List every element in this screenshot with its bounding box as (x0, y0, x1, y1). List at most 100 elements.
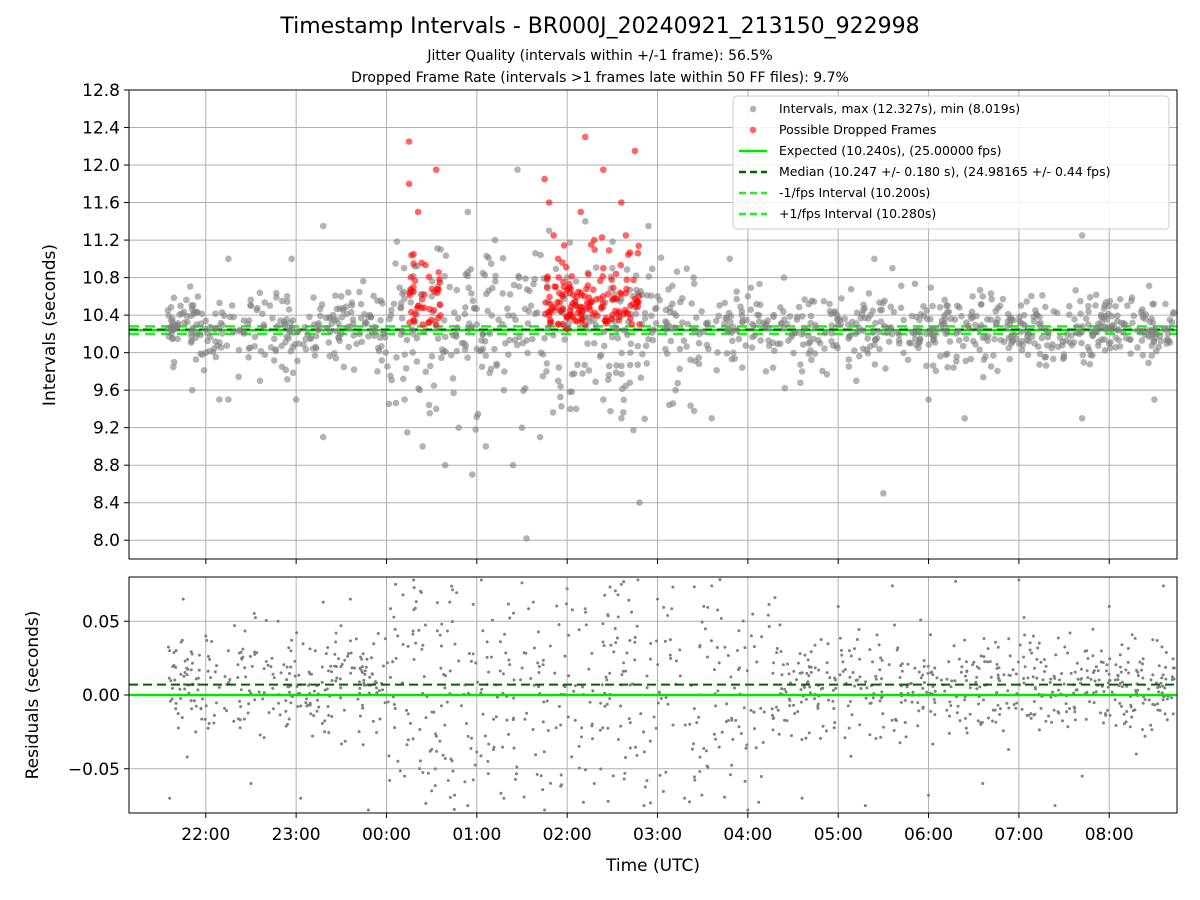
residual-point (359, 668, 363, 672)
interval-point (1114, 317, 1121, 325)
interval-point (600, 396, 607, 403)
residual-point (285, 722, 289, 726)
residual-point (406, 738, 410, 742)
residual-point (411, 629, 415, 633)
top-y-tick-label: 10.8 (82, 269, 120, 289)
interval-point (618, 370, 625, 378)
residual-point (485, 640, 489, 644)
interval-point (390, 300, 398, 308)
interval-point (487, 260, 495, 268)
residual-point (911, 690, 915, 694)
interval-point (645, 273, 653, 280)
residual-point (772, 716, 776, 720)
residual-point (201, 697, 205, 701)
residual-point (481, 712, 485, 716)
residual-point (272, 676, 276, 680)
interval-point (846, 332, 854, 339)
residual-point (963, 638, 967, 642)
residual-point (196, 688, 200, 692)
residual-point (1171, 712, 1175, 716)
residual-point (206, 654, 210, 658)
x-tick-label: 03:00 (633, 825, 682, 845)
residual-point (271, 707, 275, 711)
residual-point (996, 676, 1000, 680)
residual-point (264, 659, 268, 663)
dropped-frame-point (600, 166, 607, 174)
residual-point (783, 687, 787, 691)
interval-point (1085, 321, 1092, 328)
residual-point (227, 680, 231, 684)
interval-point (491, 236, 499, 244)
interval-point (501, 368, 508, 375)
residual-point (491, 747, 495, 751)
interval-point (349, 316, 357, 323)
residual-point (289, 701, 293, 705)
interval-point (731, 355, 739, 362)
interval-point (340, 363, 348, 371)
residual-point (240, 656, 244, 660)
interval-point (663, 322, 671, 330)
residual-point (611, 774, 615, 778)
legend: Intervals, max (12.327s), min (8.019s)Po… (732, 95, 1170, 230)
residual-point (995, 691, 999, 695)
residual-point (327, 730, 331, 734)
residual-point (369, 656, 373, 660)
interval-point (235, 346, 243, 354)
residual-point (212, 713, 216, 717)
residual-point (1149, 723, 1153, 727)
interval-point (641, 309, 649, 317)
residual-point (541, 658, 545, 662)
interval-point (936, 303, 944, 311)
residual-point (312, 689, 316, 693)
residual-point (210, 639, 214, 643)
interval-point (781, 384, 789, 392)
interval-point (274, 322, 282, 330)
residual-point (179, 672, 183, 676)
residual-point (715, 645, 719, 649)
residual-point (387, 754, 391, 758)
residual-point (1056, 636, 1060, 640)
dropped-frame-point (546, 308, 554, 316)
residual-point (215, 664, 219, 668)
residual-point (348, 597, 352, 601)
residual-point (671, 723, 675, 727)
interval-point (962, 357, 970, 365)
interval-point (358, 338, 365, 346)
residual-point (1044, 719, 1048, 723)
residual-point (922, 664, 926, 668)
residual-point (473, 763, 477, 767)
interval-point (1037, 319, 1044, 327)
residual-point (327, 669, 331, 673)
residual-point (777, 732, 781, 736)
residual-point (424, 801, 428, 805)
residual-point (887, 663, 891, 667)
interval-point (167, 323, 175, 331)
residual-point (563, 654, 567, 658)
interval-point (777, 320, 785, 328)
dropped-frame-point (598, 303, 605, 311)
interval-point (755, 312, 763, 319)
top-y-tick-label: 9.2 (93, 419, 120, 439)
interval-point (510, 281, 518, 289)
residual-point (953, 679, 957, 683)
residual-point (960, 665, 964, 669)
residual-point (350, 666, 354, 670)
residual-point (700, 620, 704, 624)
interval-point (1148, 315, 1155, 323)
residual-point (212, 721, 216, 725)
interval-point (1017, 328, 1025, 336)
residual-point (450, 584, 454, 588)
x-tick-label: 04:00 (723, 825, 772, 845)
interval-point (649, 336, 657, 344)
interval-point (797, 379, 804, 387)
interval-point (187, 312, 195, 320)
interval-point (543, 368, 550, 375)
interval-point (228, 302, 236, 309)
interval-point (714, 349, 721, 356)
residual-point (1151, 673, 1155, 677)
interval-point (705, 345, 712, 353)
dropped-frame-point (555, 320, 562, 328)
residual-point (636, 578, 640, 582)
interval-point (408, 326, 416, 333)
residual-point (542, 750, 546, 754)
